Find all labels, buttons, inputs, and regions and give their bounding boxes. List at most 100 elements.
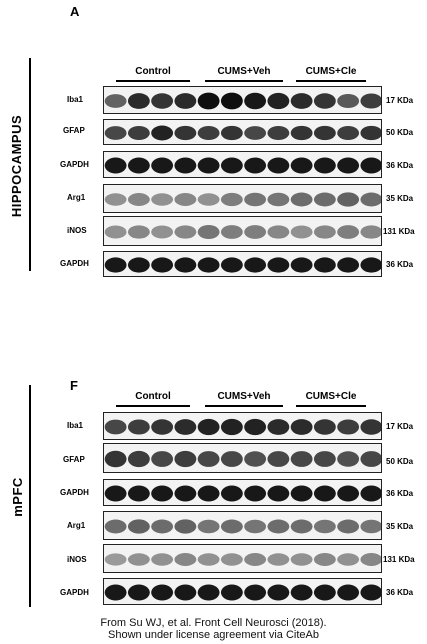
band (104, 94, 127, 108)
region-bar-mpfc (29, 385, 31, 607)
band (337, 419, 360, 435)
band (337, 451, 360, 467)
band (127, 125, 150, 141)
band (290, 225, 313, 239)
band (290, 157, 313, 174)
band (290, 125, 313, 141)
group-line-control-f (116, 405, 190, 407)
band (244, 485, 267, 502)
band (337, 125, 360, 141)
band (267, 553, 290, 566)
blot-inos-f (103, 544, 382, 573)
band (220, 92, 243, 110)
row-label-arg1-a: Arg1 (67, 193, 86, 202)
region-label-mpfc: mPFC (10, 477, 25, 517)
band (290, 584, 313, 601)
band (151, 451, 174, 467)
band (267, 257, 290, 273)
size-label-inos-f: 131 KDa (383, 555, 415, 564)
band (313, 157, 336, 174)
region-bar-hippocampus (29, 58, 31, 271)
band (313, 419, 336, 435)
band (197, 157, 220, 174)
group-line-cumscle-f (296, 405, 366, 407)
band (174, 485, 197, 502)
band (244, 519, 267, 534)
band (267, 419, 290, 435)
band (127, 553, 150, 566)
panel-letter-a: A (70, 4, 80, 19)
band (360, 485, 381, 502)
row-label-iba1-f: Iba1 (67, 421, 84, 430)
band (127, 225, 150, 239)
band (151, 125, 174, 141)
row-label-inos-a: iNOS (67, 226, 87, 235)
band (360, 157, 381, 174)
band (104, 257, 127, 273)
row-label-gapdh2-a: GAPDH (60, 259, 89, 268)
size-label-gfap-a: 50 KDa (386, 128, 414, 137)
band (313, 125, 336, 141)
band (244, 553, 267, 566)
band (290, 485, 313, 502)
band (151, 93, 174, 109)
size-label-gapdh2-a: 36 KDa (386, 260, 414, 269)
band (290, 257, 313, 273)
row-label-inos-f: iNOS (67, 555, 87, 564)
band (244, 192, 267, 207)
panel-letter-f: F (70, 378, 78, 393)
band (244, 157, 267, 174)
band (174, 225, 197, 239)
band (220, 225, 243, 239)
blot-bands (104, 125, 381, 141)
band (220, 125, 243, 141)
blot-gapdh2-f (103, 578, 382, 605)
band (174, 450, 197, 468)
blot-bands (104, 519, 381, 534)
group-line-cumsveh-f (205, 405, 283, 407)
band (104, 450, 127, 468)
band (127, 519, 150, 534)
band (197, 553, 220, 566)
band (267, 192, 290, 207)
band (267, 584, 290, 601)
band (197, 193, 220, 206)
band (290, 451, 313, 467)
citation-line-2: Shown under license agreement via CiteAb (108, 629, 319, 641)
band (104, 126, 127, 140)
band (360, 584, 381, 601)
band (197, 451, 220, 467)
band (174, 93, 197, 109)
blot-bands (104, 418, 381, 436)
band (244, 418, 267, 436)
band (220, 485, 243, 502)
band (174, 584, 197, 601)
band (220, 451, 243, 467)
band (174, 257, 197, 273)
band (267, 225, 290, 239)
blot-iba1-f (103, 412, 382, 440)
blot-gapdh1-f (103, 479, 382, 506)
band (104, 193, 127, 206)
band (244, 584, 267, 601)
band (151, 485, 174, 502)
band (267, 485, 290, 502)
blot-bands (104, 192, 381, 207)
band (244, 92, 267, 110)
band (337, 157, 360, 174)
band (360, 419, 381, 435)
band (151, 257, 174, 273)
band (220, 157, 243, 174)
band (151, 193, 174, 206)
band (360, 257, 381, 273)
row-label-gfap-f: GFAP (63, 455, 85, 464)
band (197, 224, 220, 240)
blot-gfap-f (103, 443, 382, 473)
band (104, 485, 127, 502)
citation-footer: From Su WJ, et al. Front Cell Neurosci (… (0, 617, 427, 641)
band (220, 192, 243, 207)
row-label-arg1-f: Arg1 (67, 521, 86, 530)
band (360, 553, 381, 566)
row-label-gapdh2-f: GAPDH (60, 588, 89, 597)
blot-bands (104, 553, 381, 566)
